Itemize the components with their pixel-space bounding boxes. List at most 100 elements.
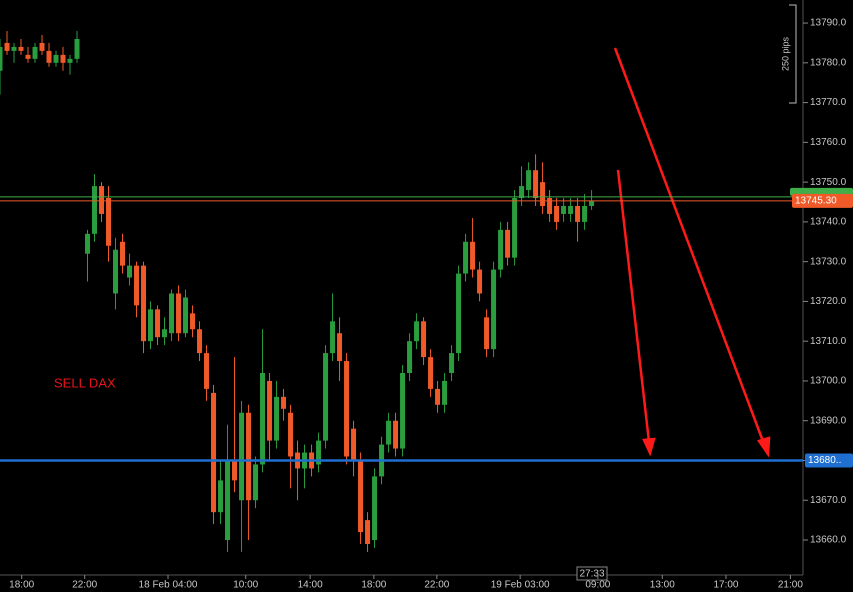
candle-body xyxy=(204,353,210,389)
candle-body xyxy=(120,241,126,266)
candle-body xyxy=(288,412,294,457)
candle-body xyxy=(337,333,343,362)
candle-body xyxy=(365,520,371,544)
y-tick-label: 13720.0 xyxy=(810,296,847,307)
candle-body xyxy=(218,480,224,513)
arrow-line xyxy=(613,47,766,445)
candle-body xyxy=(46,50,52,63)
candle-body xyxy=(197,329,203,354)
candle-body xyxy=(358,460,364,533)
arrow-line xyxy=(616,169,651,443)
candle-body xyxy=(134,265,140,306)
candle-body xyxy=(106,198,112,246)
candle-body xyxy=(428,357,434,389)
candle-body xyxy=(589,200,595,206)
candle-body xyxy=(414,321,420,342)
candle-body xyxy=(260,372,266,465)
candle-body xyxy=(547,198,553,214)
candle-body xyxy=(225,460,231,541)
candle-body xyxy=(449,353,455,373)
x-tick-label: 22:00 xyxy=(72,580,97,591)
candle-body xyxy=(4,42,10,51)
candle-body xyxy=(519,186,525,199)
candle-body xyxy=(512,198,518,258)
candle-body xyxy=(211,392,217,513)
candle-body xyxy=(53,54,59,63)
candle-body xyxy=(442,380,448,405)
candle-body xyxy=(11,46,17,51)
plot-area xyxy=(0,31,595,552)
candle-body xyxy=(99,186,105,214)
y-tick-label: 13700.0 xyxy=(810,376,847,387)
candle-body xyxy=(141,265,147,342)
candle-body xyxy=(74,38,80,59)
x-tick-label: 10:00 xyxy=(233,580,258,591)
y-tick-label: 13770.0 xyxy=(810,97,847,108)
candle-body xyxy=(554,205,560,222)
candle-body xyxy=(274,396,280,441)
candle-body xyxy=(60,54,66,63)
candle-body xyxy=(491,269,497,350)
y-tick-label: 13760.0 xyxy=(810,137,847,148)
candle-body xyxy=(344,361,350,457)
arrow-head xyxy=(642,437,656,457)
candle-body xyxy=(85,233,91,254)
price-tag-label: 13680.. xyxy=(808,455,841,466)
candle-body xyxy=(162,329,168,338)
candle-body xyxy=(540,182,546,206)
candle-body xyxy=(533,170,539,199)
range-bracket xyxy=(789,4,797,104)
candle-body xyxy=(67,58,73,63)
candle-body xyxy=(253,464,259,501)
candle-body xyxy=(323,353,329,441)
range-label: 250 pips xyxy=(780,36,790,71)
y-tick-label: 13730.0 xyxy=(810,256,847,267)
candle-body xyxy=(477,269,483,294)
x-tick-label: 14:00 xyxy=(298,580,323,591)
candle-body xyxy=(456,273,462,354)
arrow-head xyxy=(756,436,771,458)
candle-body xyxy=(176,293,182,334)
y-tick-label: 13690.0 xyxy=(810,415,847,426)
candle-body xyxy=(239,412,245,501)
price-tag-label: 13745.30 xyxy=(795,195,837,206)
candle-body xyxy=(32,46,38,59)
y-tick-label: 13740.0 xyxy=(810,217,847,228)
candle-body xyxy=(407,341,413,373)
candle-body xyxy=(281,396,287,409)
y-tick-label: 13710.0 xyxy=(810,336,847,347)
candle-body xyxy=(484,317,490,350)
y-tick-label: 13660.0 xyxy=(810,535,847,546)
candle-body xyxy=(575,205,581,222)
candle-body xyxy=(351,428,357,461)
candle-body xyxy=(232,460,238,481)
candle-body xyxy=(155,309,161,338)
candle-body xyxy=(246,412,252,501)
x-tick-label: 19 Feb 03:00 xyxy=(491,580,550,591)
candle-body xyxy=(400,372,406,449)
candle-body xyxy=(92,186,98,234)
candle-body xyxy=(421,321,427,358)
candle-body xyxy=(393,420,399,449)
candle-body xyxy=(568,205,574,214)
y-tick-label: 13790.0 xyxy=(810,18,847,29)
candle-body xyxy=(25,54,31,59)
x-tick-label: 18:00 xyxy=(9,580,34,591)
candle-body xyxy=(386,420,392,445)
candle-body xyxy=(561,205,567,214)
candle-body xyxy=(169,293,175,334)
y-tick-label: 13670.0 xyxy=(810,495,847,506)
timer-box xyxy=(576,566,608,581)
candle-body xyxy=(148,309,154,342)
timer: 27:33 xyxy=(579,569,604,580)
y-tick-label: 13780.0 xyxy=(810,57,847,68)
candle-body xyxy=(498,229,504,270)
candle-body xyxy=(113,249,119,294)
candle-body xyxy=(39,42,45,51)
x-tick-label: 22:00 xyxy=(424,580,449,591)
arrows xyxy=(613,47,771,458)
y-tick-label: 13750.0 xyxy=(810,177,847,188)
candle-body xyxy=(470,241,476,270)
